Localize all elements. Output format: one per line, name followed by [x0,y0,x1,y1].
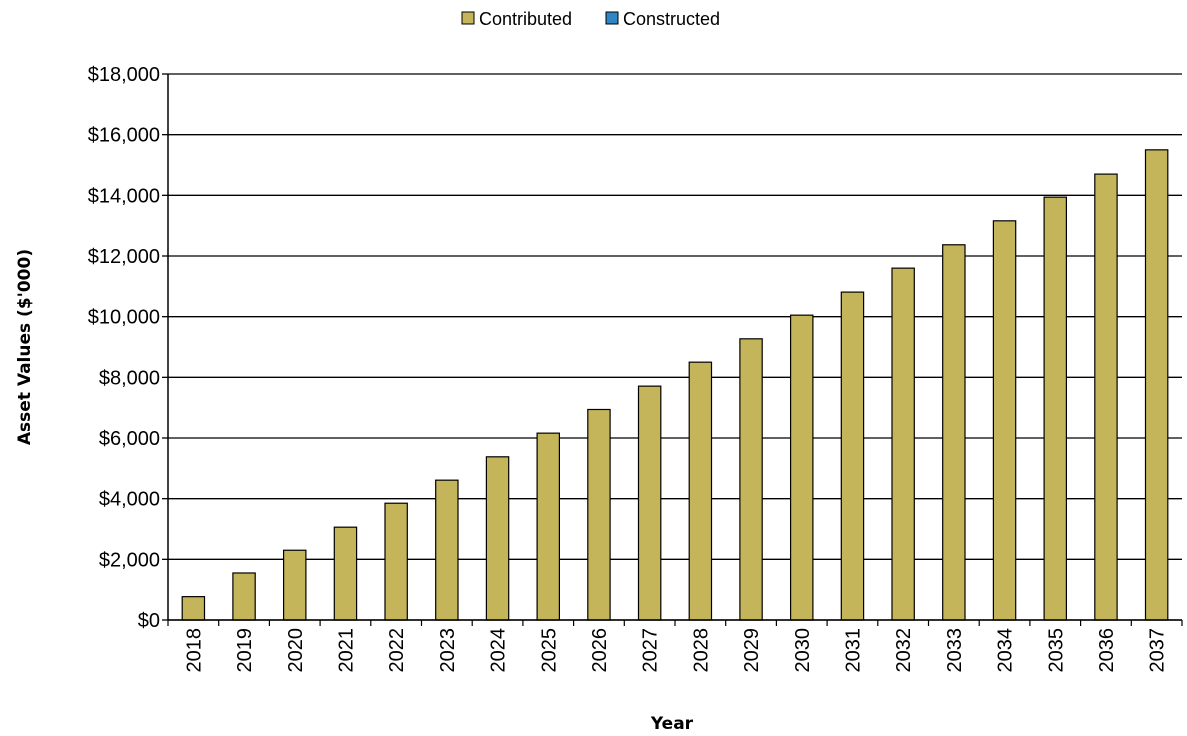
y-tick-label: $8,000 [99,367,160,389]
x-tick-label: 2026 [589,628,611,673]
bar-contributed-2023 [435,479,459,621]
bar-contributed-2035 [1043,196,1068,621]
x-tick-label: 2034 [995,628,1017,673]
bar-contributed-2026 [587,408,611,621]
legend-swatch [461,11,475,25]
x-tick-label: 2030 [792,628,814,673]
x-tick-label: 2031 [842,628,864,673]
y-tick-label: $4,000 [99,489,160,511]
x-tick-label: 2020 [285,628,307,673]
x-tick-label: 2036 [1096,628,1118,673]
legend-label: Constructed [623,9,720,29]
legend: Contributed Constructed [461,9,720,29]
bar-contributed-2018 [181,596,206,621]
y-tick-label: $16,000 [88,125,160,147]
bar-contributed-2028 [688,361,713,621]
bar-contributed-2032 [891,267,915,621]
legend-label: Contributed [479,9,572,29]
x-tick-label: 2037 [1147,628,1169,673]
y-tick-label: $2,000 [99,549,160,571]
x-tick-labels: 2018 2019 2020 2021 2022 2023 2024 2025 2026 2027… [183,628,1168,673]
y-tick-label: $18,000 [88,64,160,86]
bar-contributed-2034 [992,220,1017,621]
x-tick-label: 2019 [234,628,256,673]
x-tick-label: 2028 [690,628,712,673]
x-tick-label: 2029 [741,628,763,673]
bar-contributed-2022 [384,502,408,621]
bar-contributed-2019 [232,572,256,621]
y-tick-label: $12,000 [88,246,160,268]
y-tick-label: $14,000 [88,185,160,207]
x-tick-label: 2023 [437,628,459,673]
bar-contributed-2021 [333,526,358,621]
axes [167,74,1183,626]
legend-swatch [605,11,619,25]
y-axis-title: Asset Values ($'000) [15,249,35,445]
x-tick-label: 2032 [893,628,915,673]
bar-contributed-2024 [485,456,510,621]
bar-contributed-2036 [1094,173,1118,621]
bars [181,149,1169,621]
bar-contributed-2025 [536,432,561,621]
y-tick-labels: $0 $2,000 $4,000 $6,000 $8,000 $10,000 $12,000… [88,64,160,632]
bar-contributed-2037 [1144,149,1169,621]
y-tick-label: $0 [138,610,160,632]
y-tick-label: $10,000 [88,307,160,329]
x-tick-label: 2024 [488,628,510,673]
x-axis-title: Year [650,714,694,734]
bar-contributed-2033 [942,244,966,621]
bar-contributed-2027 [637,385,662,621]
bar-contributed-2029 [739,338,763,621]
bar-contributed-2020 [282,549,307,621]
x-tick-label: 2025 [538,628,560,673]
bar-contributed-2030 [789,314,814,621]
x-tick-label: 2018 [183,628,205,673]
x-tick-label: 2027 [640,628,662,673]
bar-contributed-2031 [840,291,865,621]
x-tick-label: 2035 [1045,628,1067,673]
x-tick-label: 2022 [386,628,408,673]
gridlines [162,73,1182,621]
x-tick-label: 2033 [944,628,966,673]
y-tick-label: $6,000 [99,428,160,450]
x-tick-label: 2021 [335,628,357,673]
